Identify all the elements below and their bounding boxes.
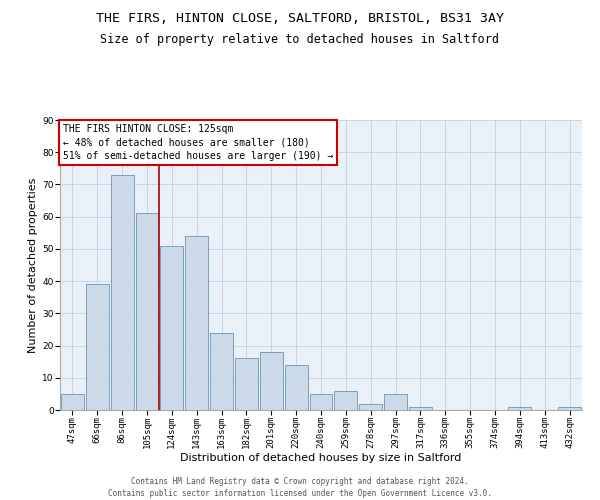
- Bar: [160, 246, 183, 410]
- Text: THE FIRS HINTON CLOSE: 125sqm
← 48% of detached houses are smaller (180)
51% of : THE FIRS HINTON CLOSE: 125sqm ← 48% of d…: [62, 124, 333, 161]
- Bar: [334, 390, 357, 410]
- Y-axis label: Number of detached properties: Number of detached properties: [28, 178, 38, 352]
- Text: THE FIRS, HINTON CLOSE, SALTFORD, BRISTOL, BS31 3AY: THE FIRS, HINTON CLOSE, SALTFORD, BRISTO…: [96, 12, 504, 26]
- Bar: [210, 332, 233, 410]
- Bar: [185, 236, 208, 410]
- Bar: [285, 365, 308, 410]
- Text: Contains HM Land Registry data © Crown copyright and database right 2024.
Contai: Contains HM Land Registry data © Crown c…: [108, 476, 492, 498]
- Bar: [384, 394, 407, 410]
- X-axis label: Distribution of detached houses by size in Saltford: Distribution of detached houses by size …: [181, 452, 461, 462]
- Bar: [260, 352, 283, 410]
- Bar: [359, 404, 382, 410]
- Bar: [508, 407, 531, 410]
- Text: Size of property relative to detached houses in Saltford: Size of property relative to detached ho…: [101, 32, 499, 46]
- Bar: [86, 284, 109, 410]
- Bar: [111, 175, 134, 410]
- Bar: [61, 394, 84, 410]
- Bar: [310, 394, 332, 410]
- Bar: [235, 358, 258, 410]
- Bar: [136, 214, 158, 410]
- Bar: [558, 407, 581, 410]
- Bar: [409, 407, 432, 410]
